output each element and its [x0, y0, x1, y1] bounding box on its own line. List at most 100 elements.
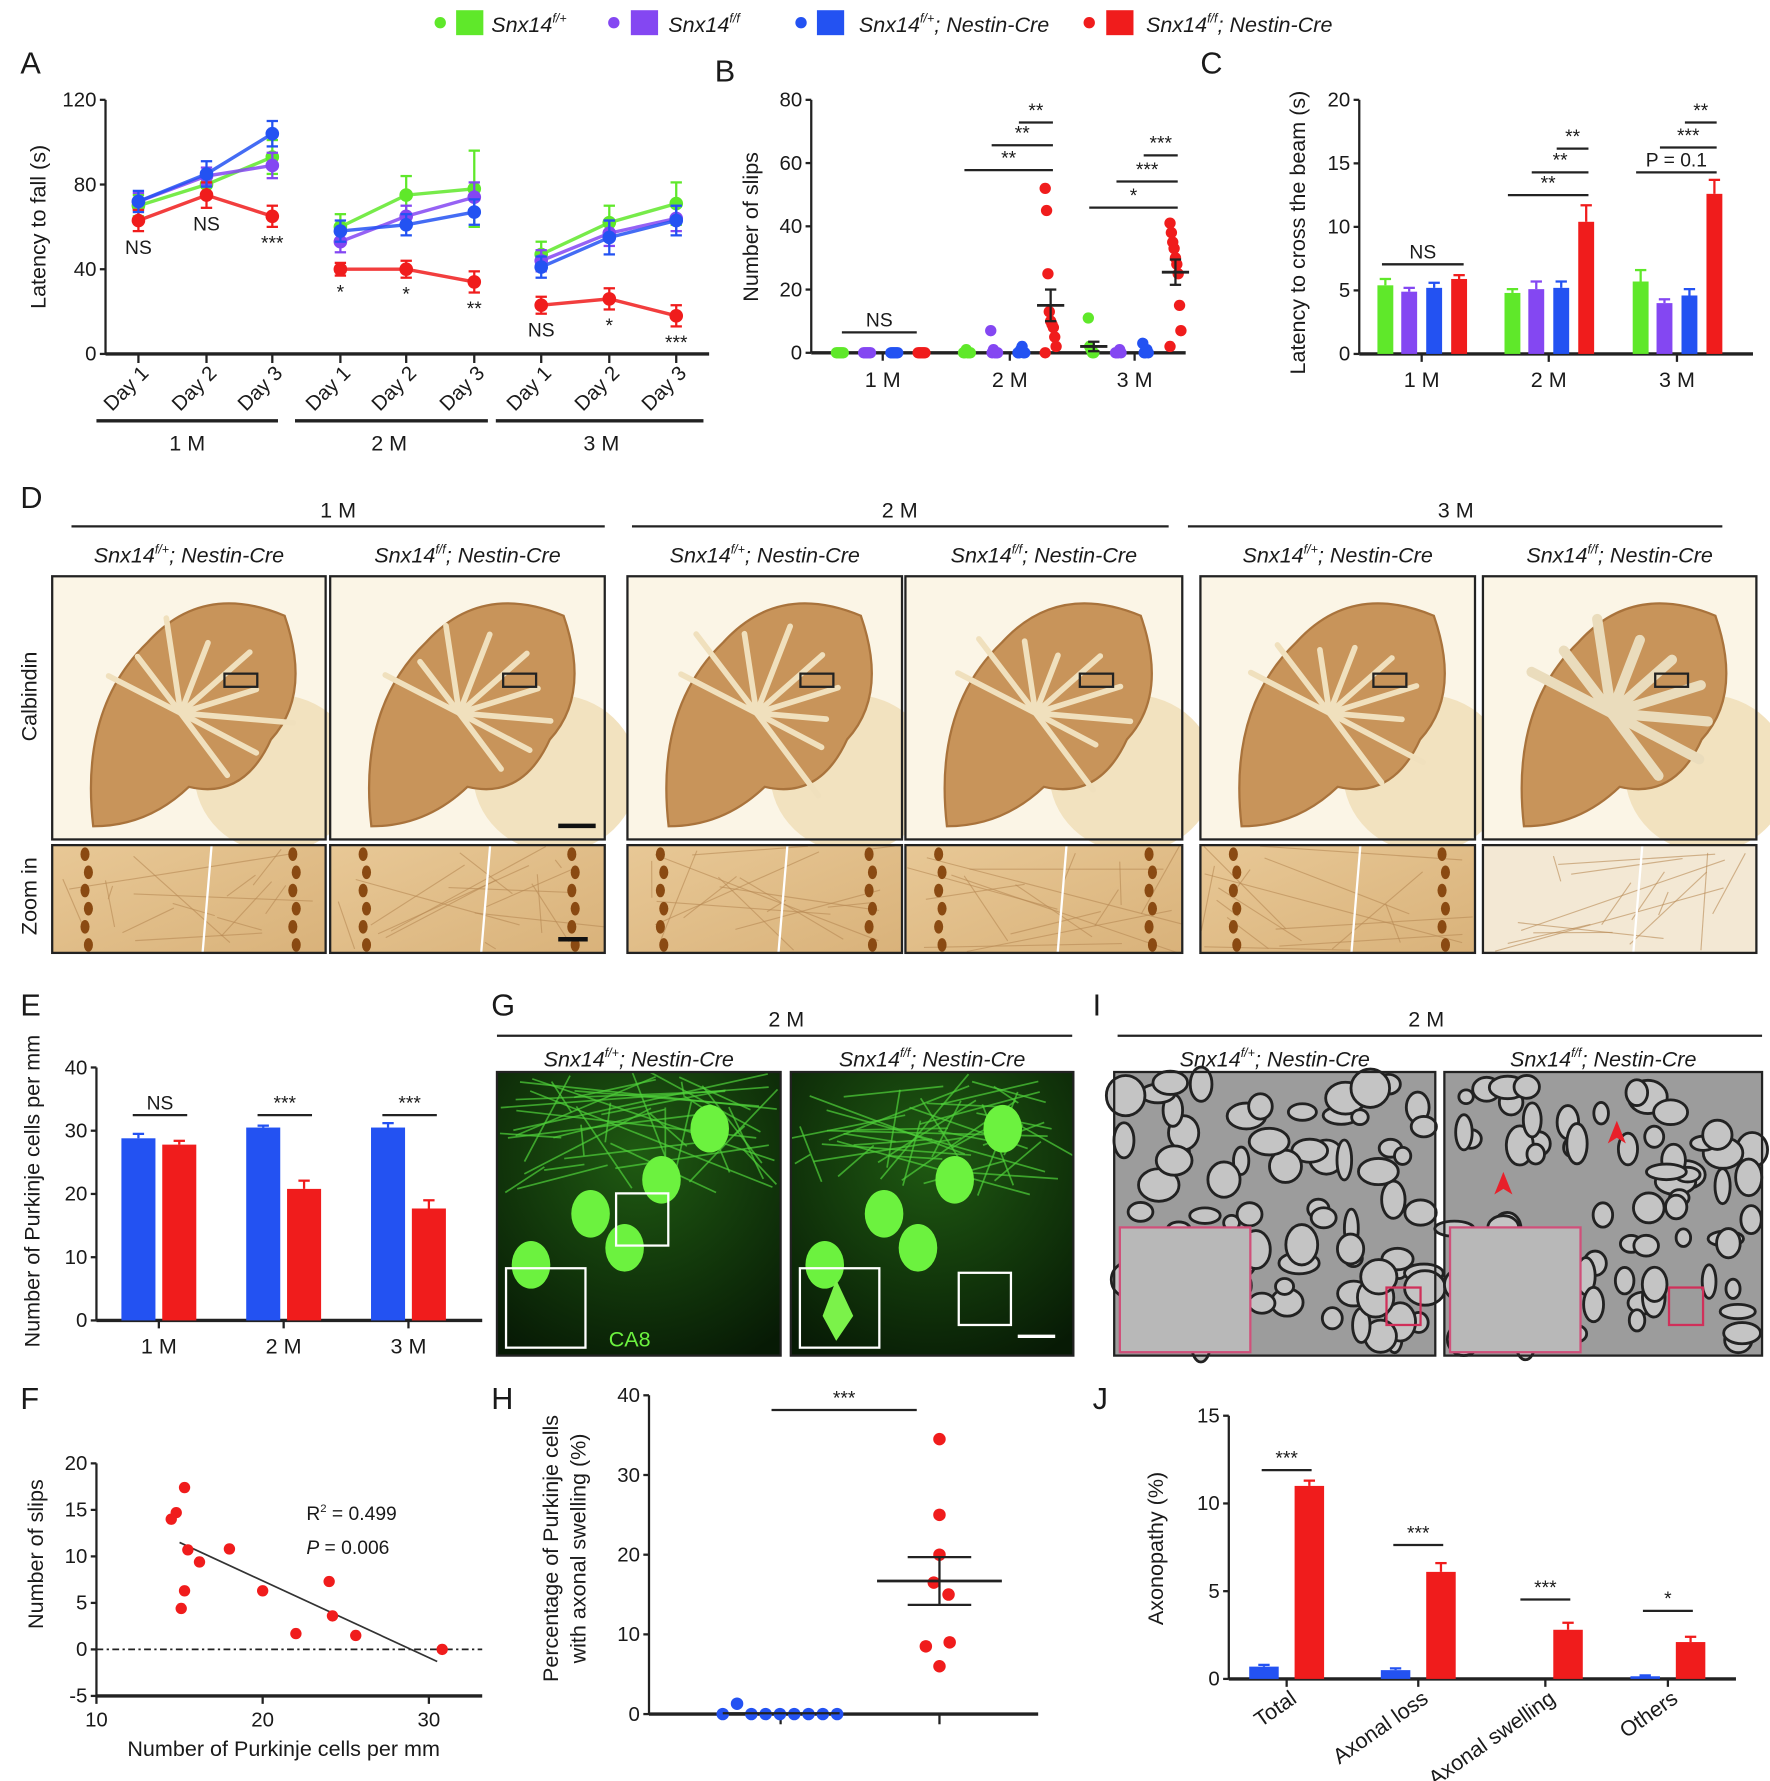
group-label: 1 M: [169, 430, 205, 455]
genotype-suffix: ; Nestin-Cre: [910, 1046, 1025, 1071]
stain-label: CA8: [609, 1327, 651, 1352]
data-point: [1168, 242, 1180, 255]
bar: [1401, 291, 1418, 354]
image-frame: [1199, 843, 1477, 955]
genotype-superscript: f/f: [1012, 543, 1024, 557]
data-point: [985, 324, 997, 337]
genotype-suffix: ; Nestin-Cre: [1217, 12, 1332, 37]
region-box: [1385, 1286, 1422, 1327]
legend-swatch-icon: [816, 10, 845, 36]
gene-name: Snx14: [374, 543, 435, 568]
image-frame: [1481, 575, 1758, 841]
data-point: [333, 262, 348, 277]
data-point: [1164, 340, 1176, 353]
data-point: [1039, 182, 1051, 195]
x-tick-label: 3 M: [1117, 367, 1153, 392]
significance-label: NS: [125, 238, 152, 259]
inset-box: [504, 1267, 587, 1349]
zoom-region-box: [799, 672, 835, 688]
y-tick-label: 15: [65, 1500, 88, 1522]
y-tick-label: 0: [1208, 1669, 1219, 1691]
significance-label: *: [1664, 1589, 1672, 1610]
data-point: [193, 1556, 206, 1568]
x-tick-label: Axonal loss: [1328, 1685, 1433, 1769]
purkinje-zoom-image: [52, 845, 326, 953]
y-tick-label: 20: [65, 1453, 88, 1475]
data-point: [1039, 347, 1051, 359]
legend-swatch-icon: [456, 10, 484, 36]
age-header: 2 M: [882, 497, 918, 522]
significance-label: ***: [274, 1093, 297, 1114]
significance-label: **: [1541, 173, 1556, 194]
significance-label: ***: [1534, 1578, 1557, 1599]
chart-b-y-label: Number of slips: [738, 152, 763, 302]
panel-letter-a: A: [20, 47, 41, 81]
data-point: [1040, 204, 1053, 217]
gene-name: Snx14: [1510, 1046, 1571, 1071]
ca8-fluorescence-image: [496, 1071, 781, 1356]
significance-label: ***: [1136, 160, 1159, 181]
legend-dot-icon: [608, 17, 620, 29]
data-point: [933, 1660, 946, 1673]
significance-label: ***: [398, 1093, 421, 1114]
cerebellum-section-image: [52, 576, 359, 853]
data-point: [178, 1481, 191, 1494]
significance-label: ***: [1275, 1449, 1298, 1470]
significance-label: NS: [528, 320, 555, 341]
bar: [1578, 221, 1595, 354]
gene-name: Snx14: [1146, 12, 1207, 37]
data-point: [323, 1575, 335, 1588]
gene-name: Snx14: [94, 543, 155, 568]
x-tick-label: 3 M: [390, 1333, 426, 1358]
zoom-region-box: [1372, 672, 1408, 688]
bar: [1380, 1670, 1411, 1679]
data-point: [1165, 226, 1178, 239]
y-tick-label: 120: [62, 90, 96, 112]
r-superscript: 2: [320, 1503, 326, 1515]
age-header: 1 M: [320, 497, 356, 522]
x-tick-label: 1 M: [865, 367, 901, 392]
data-point: [534, 298, 549, 313]
genotype-column-label: Snx14f/+; Nestin-Cre: [670, 543, 860, 568]
genotype-column-label: Snx14f/f; Nestin-Cre: [374, 543, 560, 568]
bar: [1706, 193, 1723, 354]
y-tick-label: 0: [629, 1704, 640, 1726]
genotype-suffix: ; Nestin-Cre: [169, 543, 284, 568]
genotype-suffix: ; Nestin-Cre: [619, 1046, 734, 1071]
data-point: [534, 260, 549, 274]
x-tick-label: Total: [1249, 1685, 1301, 1732]
image-frame: [1443, 1070, 1764, 1357]
genotype-column-label: Snx14f/+; Nestin-Cre: [1180, 1046, 1370, 1071]
genotype-suffix: ; Nestin-Cre: [1581, 1046, 1696, 1071]
data-point: [864, 347, 877, 359]
data-point: [919, 1640, 933, 1653]
data-point: [730, 1697, 744, 1710]
inset-box: [798, 1267, 881, 1349]
data-point: [1049, 331, 1061, 343]
region-box: [957, 1271, 1013, 1327]
significance-label: *: [337, 282, 345, 303]
bar: [1426, 287, 1443, 354]
data-point: [436, 1643, 448, 1656]
data-point: [1115, 347, 1127, 359]
zoom-region-box: [223, 672, 259, 688]
x-tick-label: 3 M: [1659, 367, 1695, 392]
data-point: [467, 205, 482, 219]
x-tick-label: 20: [251, 1710, 274, 1732]
arrowhead-icon: [1494, 1171, 1513, 1195]
x-tick-label: 2 M: [992, 367, 1028, 392]
purkinje-zoom-image: [1482, 845, 1757, 953]
data-point: [1088, 347, 1100, 359]
panel-letter-e: E: [20, 988, 40, 1022]
x-tick-label: 2 M: [1531, 367, 1567, 392]
legend-swatch-icon: [1106, 10, 1134, 36]
genotype-column-label: Snx14f/f; Nestin-Cre: [839, 1046, 1025, 1071]
chart-h-y-label-line2: with axonal swelling (%): [565, 1433, 590, 1664]
significance-label: *: [606, 316, 614, 337]
image-frame: [329, 843, 606, 955]
data-point: [223, 1543, 236, 1555]
y-tick-label: 10: [65, 1247, 88, 1269]
data-point: [943, 1636, 956, 1649]
genotype-superscript: f/+: [731, 543, 745, 557]
data-point: [933, 1508, 946, 1522]
